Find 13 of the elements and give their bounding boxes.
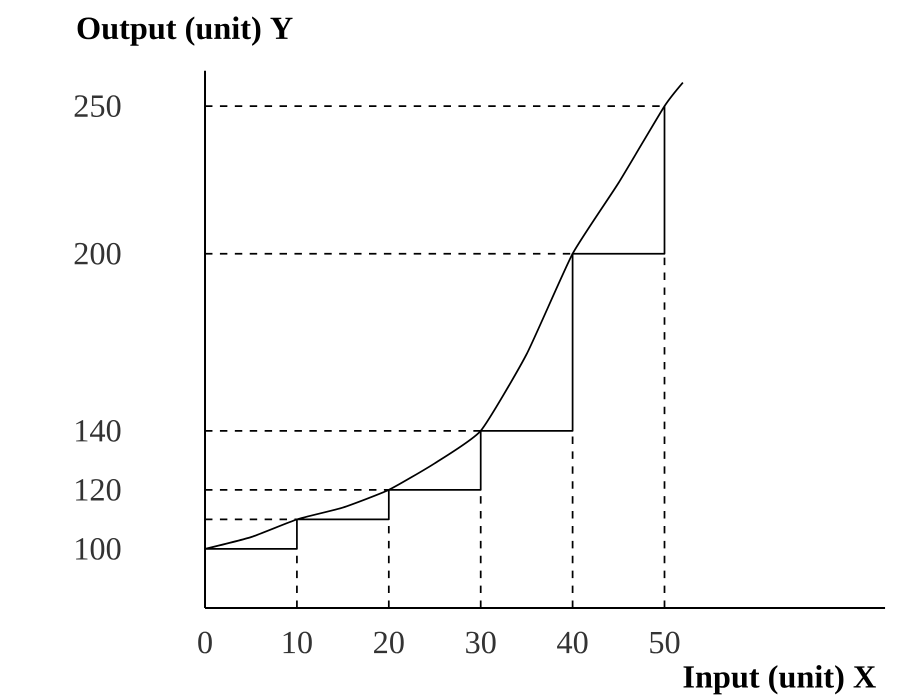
x-tick-label: 20 <box>374 632 404 654</box>
y-tick-label: 120 <box>76 478 120 501</box>
x-tick-label: 30 <box>466 632 496 654</box>
y-tick-label: 250 <box>74 95 120 117</box>
x-tick-label: 40 <box>557 632 588 654</box>
y-tick-label: 200 <box>74 242 120 265</box>
y-axis-title: Output (unit) Y <box>78 16 293 46</box>
x-tick-label: 10 <box>284 632 312 654</box>
x-tick-label: 50 <box>650 632 680 654</box>
x-tick-label: 0 <box>198 632 212 654</box>
y-tick-label: 100 <box>76 538 120 560</box>
x-axis-title: Input (unit) X <box>684 665 876 694</box>
y-tick-label: 140 <box>76 420 120 442</box>
